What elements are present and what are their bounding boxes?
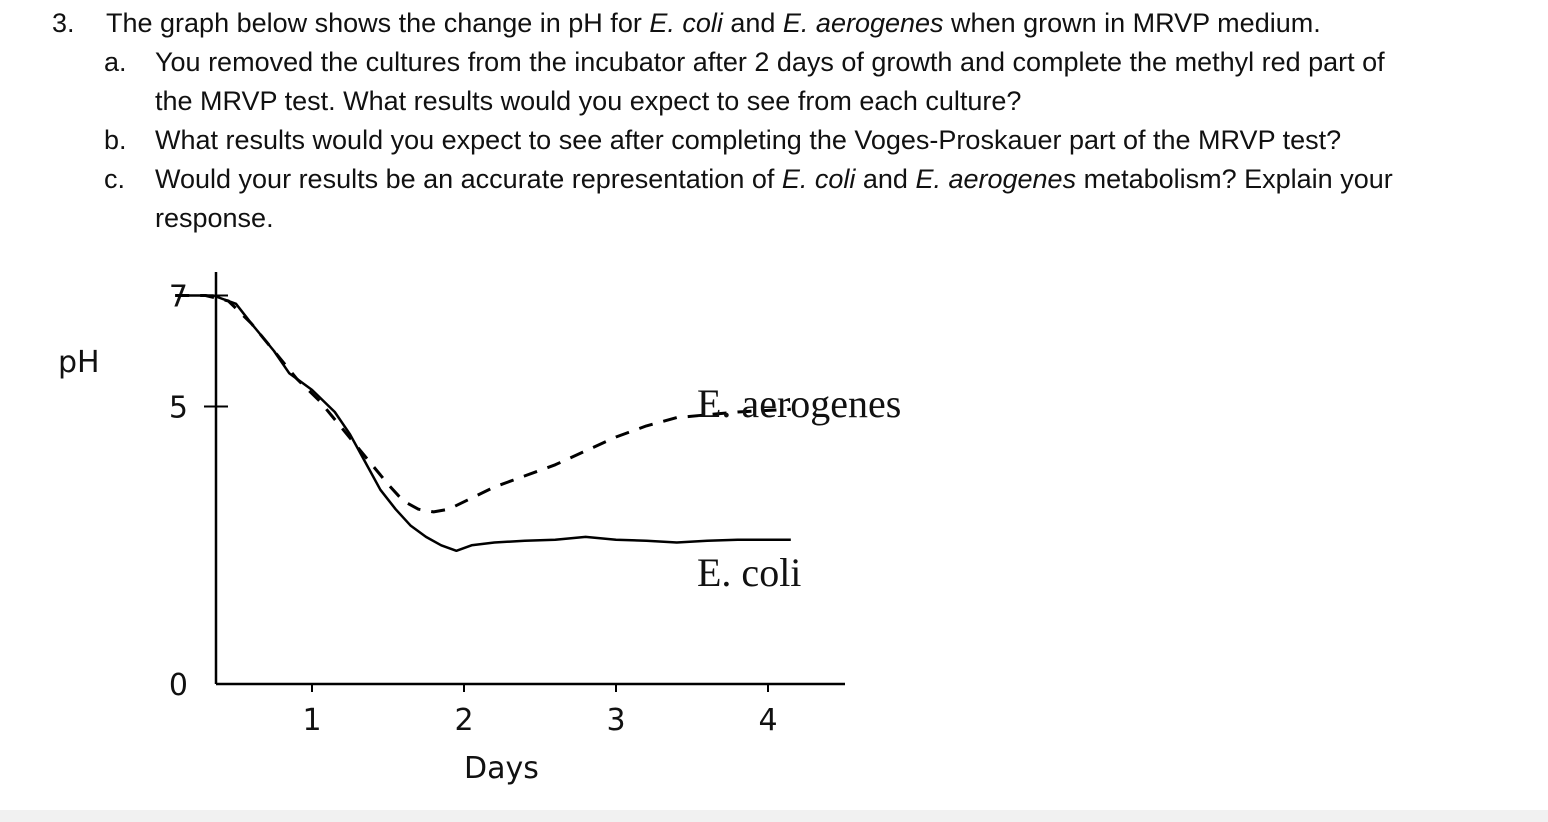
x-ticks: 1 2 3 4	[302, 684, 778, 738]
item-a-line2: the MRVP test. What results would you ex…	[155, 86, 1022, 116]
item-c-line2: response.	[155, 203, 274, 233]
c-part-1: Would your results be an accurate repres…	[155, 164, 782, 194]
chart-axes	[214, 272, 845, 686]
c-eaerogenes: E. aerogenes	[915, 164, 1077, 194]
stem-eaerogenes: E. aerogenes	[782, 8, 944, 38]
series-layer	[175, 294, 791, 553]
stem-part-3: and	[722, 8, 783, 38]
page-bottom-edge	[0, 810, 1548, 822]
c-part-5: metabolism? Explain your	[1076, 164, 1393, 194]
question-number: 3.	[52, 8, 75, 38]
item-b-text: What results would you expect to see aft…	[155, 125, 1342, 155]
y-tick-label-0: 0	[169, 668, 188, 703]
series-label-e-aerogenes: E. aerogenes	[697, 381, 901, 426]
series-label-e-coli: E. coli	[697, 550, 801, 595]
question-stem: The graph below shows the change in pH f…	[106, 6, 1321, 40]
item-a-line1: You removed the cultures from the incuba…	[155, 47, 1385, 77]
stem-part-1: The graph below shows the change in pH f…	[106, 8, 650, 38]
item-c-label: c.	[104, 164, 126, 194]
stem-ecoli: E. coli	[649, 8, 723, 38]
item-c-line1: Would your results be an accurate repres…	[155, 162, 1393, 196]
x-tick-label-2: 3	[606, 703, 625, 738]
stem-part-5: when grown in MRVP medium.	[943, 8, 1321, 38]
y-tick-label-1: 5	[169, 391, 188, 426]
item-a-label: a.	[104, 47, 127, 77]
x-axis-label: Days	[464, 751, 539, 786]
item-b-label: b.	[104, 125, 127, 155]
y-ticks: 057	[169, 280, 228, 703]
x-tick-label-0: 1	[302, 703, 321, 738]
x-tick-label-3: 4	[758, 703, 777, 738]
y-axis-label: pH	[58, 345, 100, 380]
series-line-e-coli	[175, 294, 791, 553]
c-ecoli: E. coli	[781, 164, 856, 194]
c-part-3: and	[855, 164, 916, 194]
x-tick-label-1: 2	[454, 703, 473, 738]
